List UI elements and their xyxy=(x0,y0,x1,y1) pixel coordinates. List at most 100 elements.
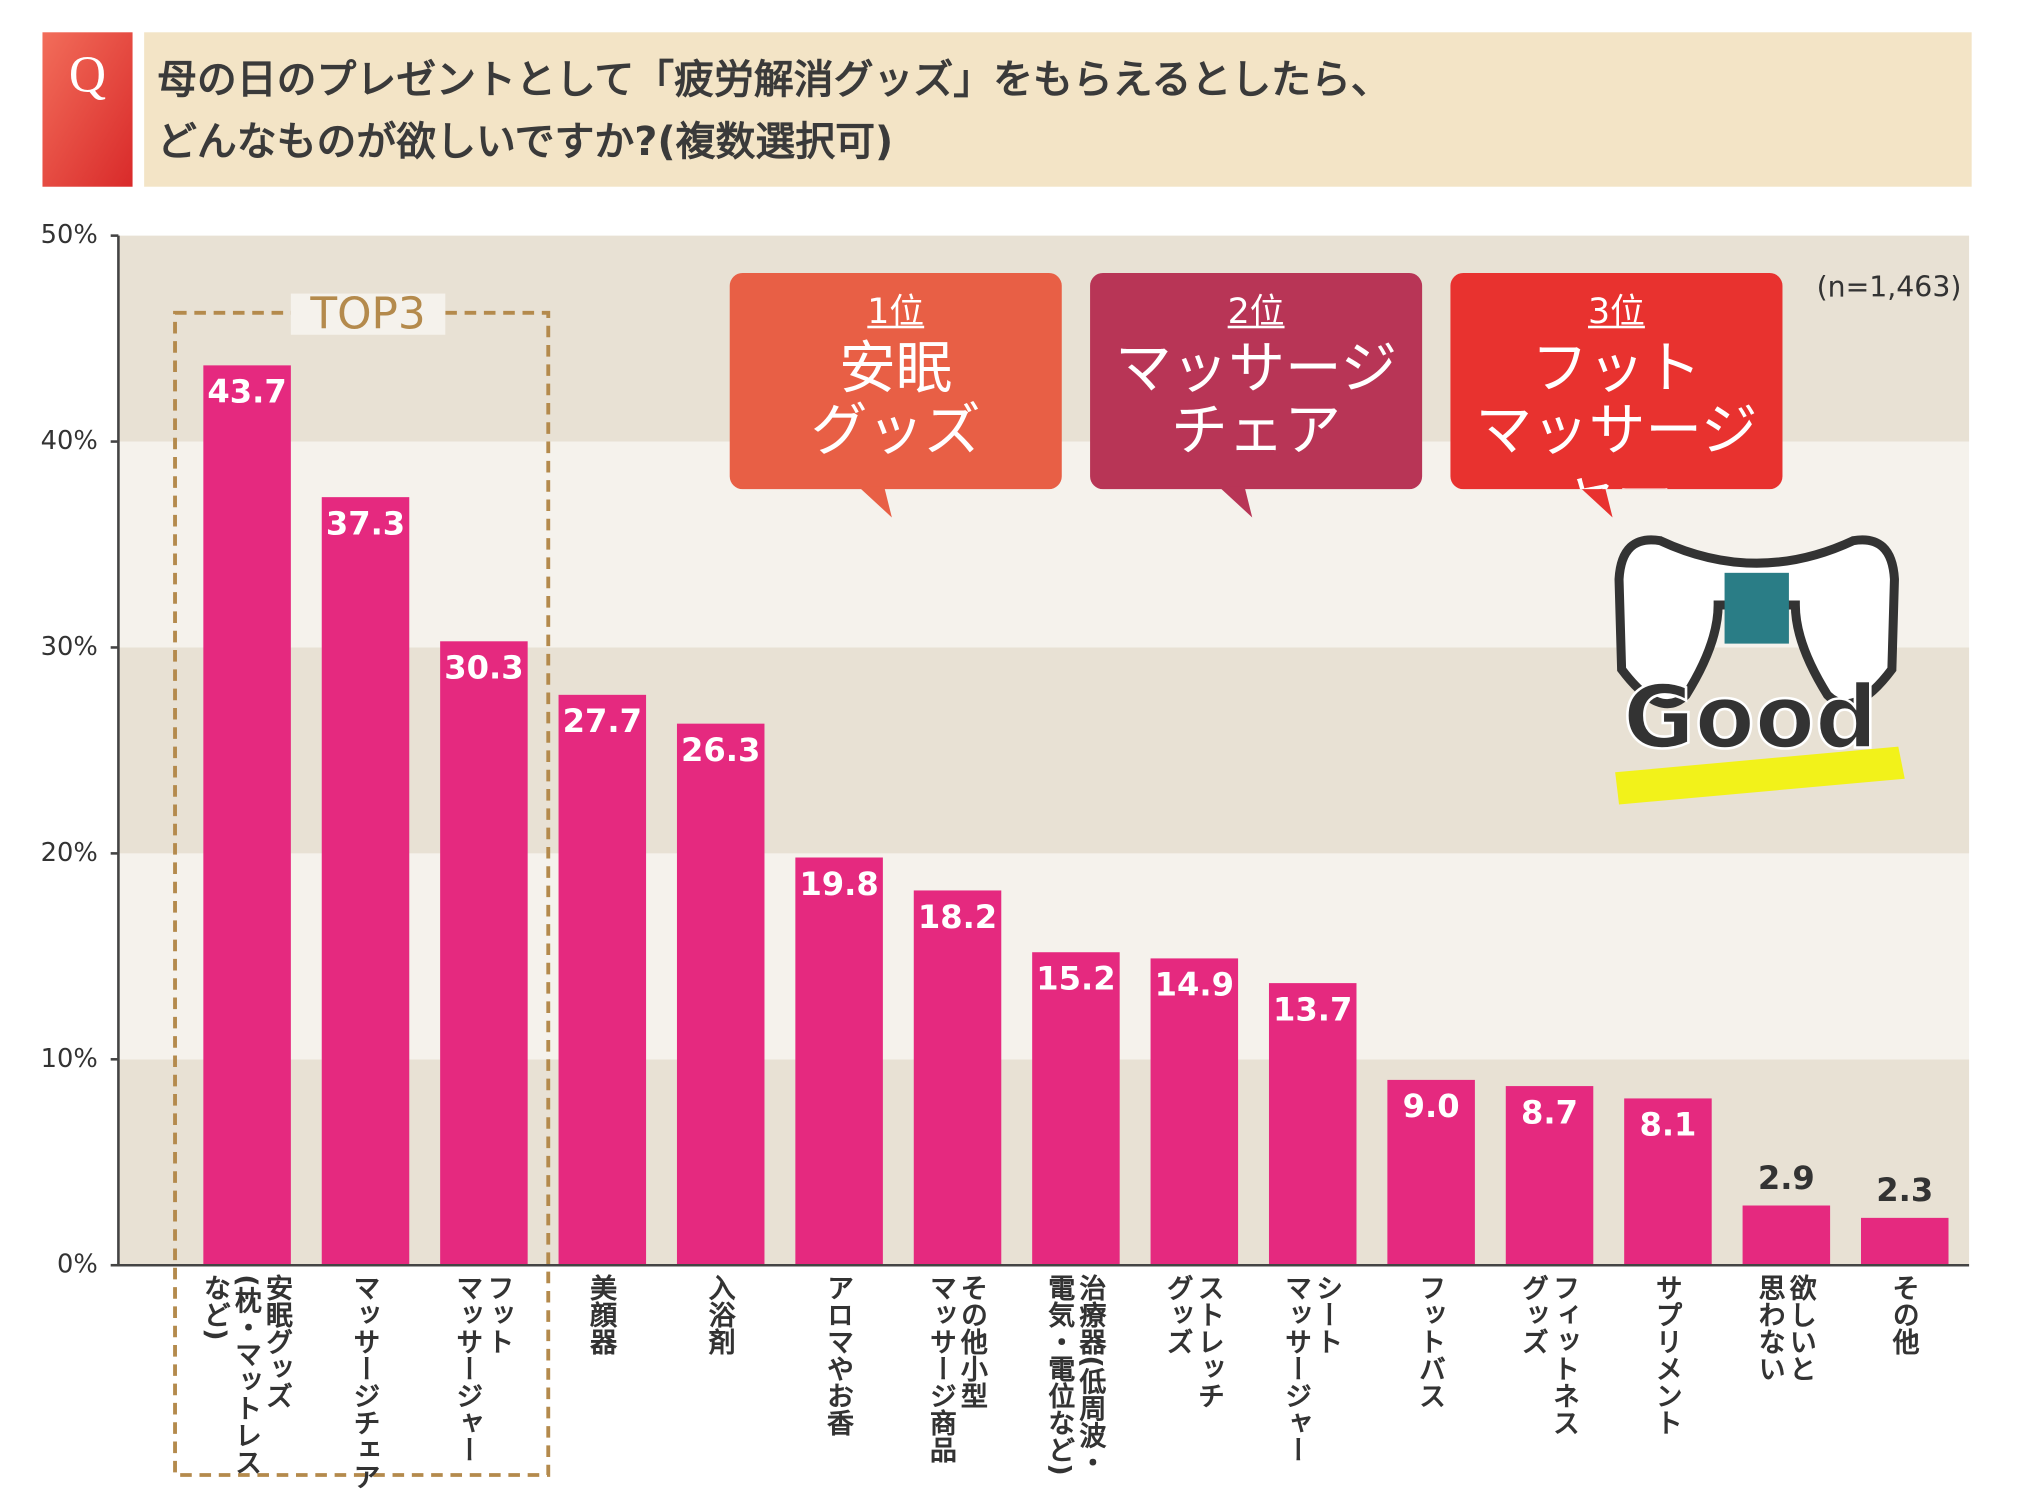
bar xyxy=(1505,1086,1594,1266)
x-tick-label-box: ストレッチ グッズ xyxy=(1136,1274,1252,1493)
rank-box xyxy=(729,272,1062,490)
x-tick-label-wrap: シート マッサージャー xyxy=(1255,1274,1371,1493)
x-tick-label: 安眠グッズ (枕・マットレスなど) xyxy=(200,1274,294,1476)
top3-frame xyxy=(173,310,551,1477)
bar xyxy=(676,723,765,1266)
bar xyxy=(1624,1098,1712,1266)
question: どんなものが欲しいですか?(複数選択可) xyxy=(157,119,893,165)
badge-text: Good xyxy=(1623,666,1878,768)
value-label: 2.9 xyxy=(1758,1159,1815,1197)
x-tick-label: シート マッサージャー xyxy=(1281,1274,1344,1464)
x-tick-label-wrap: 入浴剤 xyxy=(663,1274,779,1493)
x-tick-label: 欲しいと 思わない xyxy=(1755,1274,1818,1383)
x-tick-label-box: フィットネス グッズ xyxy=(1492,1274,1608,1493)
x-tick-label: フット マッサージャー xyxy=(453,1274,515,1464)
value-label: 13.7 xyxy=(1273,990,1352,1028)
x-tick-label-wrap: その他 xyxy=(1847,1274,1963,1493)
x-tick-label-box: その他小型 マッサージ商品 xyxy=(926,1274,989,1464)
value-label: 26.3 xyxy=(681,731,760,769)
bar xyxy=(1742,1205,1831,1266)
value-label: 18.2 xyxy=(918,898,997,936)
rank-number: 3位 xyxy=(1588,292,1645,333)
y-tick-label: 20% xyxy=(41,838,98,868)
x-tick-label-box: その他 xyxy=(1847,1274,1963,1493)
y-tick-label: 30% xyxy=(41,632,98,662)
bar xyxy=(795,857,883,1266)
x-tick-label: ストレッチ グッズ xyxy=(1163,1274,1226,1410)
question: 母の日のプレゼントとして「疲労解消グッズ」をもらえるとしたら、 xyxy=(157,57,1391,103)
badge-shape xyxy=(1614,535,1899,709)
x-tick-label-wrap: フィットネス グッズ xyxy=(1492,1274,1608,1493)
x-tick-label-wrap: フットバス xyxy=(1373,1274,1489,1493)
value-label: 30.3 xyxy=(444,649,523,687)
badge-highlight xyxy=(1615,746,1905,805)
y-tick-label: 0% xyxy=(57,1250,98,1280)
x-tick-label-wrap: 美顔器 xyxy=(544,1274,660,1493)
x-tick-label-wrap: アロマやお香 xyxy=(781,1274,897,1493)
y-tick-label: 50% xyxy=(41,220,98,250)
value-label: 14.9 xyxy=(1155,966,1234,1004)
bar xyxy=(558,694,647,1266)
x-tick-label: 入浴剤 xyxy=(705,1274,737,1356)
x-tick-label-box: サプリメント xyxy=(1652,1274,1684,1437)
x-tick-label-wrap: フット マッサージャー xyxy=(426,1274,542,1493)
bar xyxy=(203,365,291,1266)
top3-label: TOP3 xyxy=(309,289,425,340)
x-tick-label-wrap: マッサージチェア xyxy=(308,1274,424,1493)
x-tick-label-box: シート マッサージャー xyxy=(1255,1274,1371,1493)
x-tick-label-box: アロマやお香 xyxy=(781,1274,897,1493)
x-tick-label-box: 美顔器 xyxy=(544,1274,660,1493)
bar xyxy=(1150,958,1239,1266)
value-label: 9.0 xyxy=(1403,1087,1460,1125)
x-tick-label: フィットネス グッズ xyxy=(1518,1274,1581,1437)
x-tick-label: 美顔器 xyxy=(586,1274,618,1356)
rank-wrap: 2位 マッサージ チェア xyxy=(1090,273,1422,489)
bar xyxy=(913,890,1002,1266)
bar xyxy=(1032,952,1120,1266)
x-tick-label: マッサージチェア xyxy=(350,1274,382,1491)
x-tick-label-box: マッサージチェア xyxy=(308,1274,424,1493)
bar xyxy=(440,641,528,1266)
x-tick-label-wrap: 治療器(低周波・ 電気・電位など) xyxy=(1018,1274,1134,1493)
rank-wrap: 1位 安眠 グッズ xyxy=(730,273,1062,489)
rank-tail xyxy=(1579,486,1613,518)
rank-box xyxy=(1090,272,1423,490)
value-label: 27.7 xyxy=(563,702,642,740)
x-tick-label: その他 xyxy=(1889,1274,1921,1356)
x-tick-label: フットバス xyxy=(1415,1274,1447,1410)
x-tick-label: サプリメント xyxy=(1652,1274,1684,1437)
x-tick-label: アロマやお香 xyxy=(823,1274,855,1437)
good-icon: Good xyxy=(1614,535,1905,805)
rank-tail xyxy=(1218,486,1253,518)
x-tick-label: その他小型 マッサージ商品 xyxy=(926,1274,989,1464)
rank-name: マッサージ チェア xyxy=(1115,336,1398,464)
header-bg xyxy=(144,32,1972,187)
x-tick-label-wrap: 欲しいと 思わない xyxy=(1728,1274,1844,1493)
q-mark: Q xyxy=(69,47,106,104)
x-tick-label-wrap: 安眠グッズ (枕・マットレスなど) xyxy=(189,1274,305,1493)
rank-number: 1位 xyxy=(867,292,925,333)
y-tick-label: 10% xyxy=(41,1044,98,1074)
value-label: 8.1 xyxy=(1639,1106,1696,1144)
x-tick-label-box: フットバス xyxy=(1373,1274,1489,1493)
y-tick-label: 40% xyxy=(41,426,98,456)
rank-name: フット マッサージャー xyxy=(1475,336,1758,490)
bar xyxy=(1268,983,1357,1266)
x-tick-label-wrap: ストレッチ グッズ xyxy=(1136,1274,1252,1493)
rank-name: 安眠 グッズ xyxy=(810,336,981,464)
x-tick-label-box: 安眠グッズ (枕・マットレスなど) xyxy=(189,1274,305,1493)
sample-note: (n=1,463) xyxy=(1817,270,1962,303)
rank-number: 2位 xyxy=(1227,292,1285,333)
x-tick-label-box: 入浴剤 xyxy=(663,1274,779,1493)
rank-box xyxy=(1450,272,1783,490)
top3-label-bg xyxy=(290,293,446,335)
value-label: 37.3 xyxy=(326,504,405,542)
value-label: 2.3 xyxy=(1876,1171,1933,1209)
x-tick-label-box: 欲しいと 思わない xyxy=(1728,1274,1844,1493)
